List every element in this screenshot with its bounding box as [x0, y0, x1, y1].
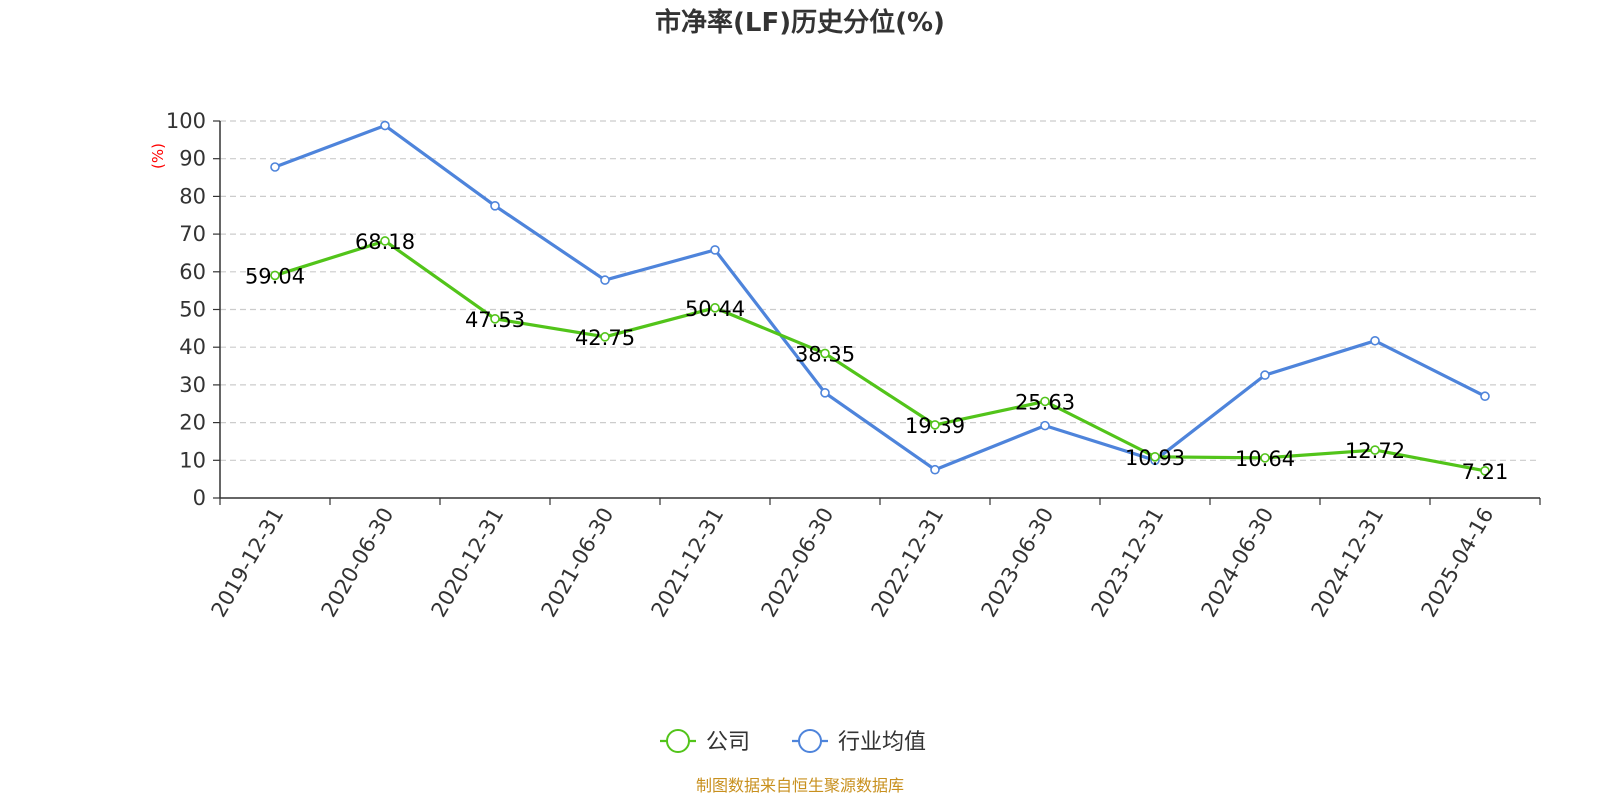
data-point	[1260, 370, 1270, 380]
y-tick-label: 0	[193, 486, 206, 510]
data-point	[600, 275, 610, 285]
y-tick-label: 60	[179, 260, 206, 284]
data-label: 10.64	[1235, 447, 1295, 471]
y-tick-label: 30	[179, 373, 206, 397]
series-lines	[270, 120, 1490, 476]
y-tick-label: 100	[166, 109, 206, 133]
x-tick-label: 2022-06-30	[757, 504, 839, 622]
x-tick-label: 2023-12-31	[1087, 504, 1169, 622]
data-point	[930, 464, 940, 475]
x-tick-label: 2021-06-30	[537, 504, 619, 622]
x-tick-label: 2024-12-31	[1307, 504, 1389, 622]
y-tick-label: 40	[179, 335, 206, 359]
data-point	[710, 303, 720, 313]
data-label: 25.63	[1015, 390, 1075, 414]
data-label: 42.75	[575, 326, 635, 350]
x-tick-label: 2022-12-31	[867, 504, 949, 622]
x-tick-label: 2023-06-30	[977, 504, 1059, 622]
data-point	[930, 420, 940, 430]
legend-marker-0	[666, 729, 690, 753]
data-point	[1260, 453, 1270, 463]
x-tick-label: 2024-06-30	[1197, 504, 1279, 622]
data-label: 38.35	[795, 342, 855, 366]
data-point	[1040, 420, 1050, 431]
y-tick-label: 20	[179, 411, 206, 435]
data-label: 50.44	[685, 297, 745, 321]
data-point	[270, 270, 280, 281]
data-point	[1480, 391, 1490, 402]
series-line	[274, 239, 1486, 473]
grid-lines	[220, 120, 1540, 461]
data-point	[380, 236, 390, 246]
data-point	[1150, 451, 1160, 462]
data-label: 68.18	[355, 230, 415, 254]
legend-label: 公司	[706, 730, 750, 755]
data-point	[1370, 335, 1380, 346]
data-point	[270, 162, 280, 172]
data-point	[380, 120, 390, 131]
x-tick-label: 2020-06-30	[317, 504, 399, 622]
data-label: 59.04	[245, 264, 305, 288]
x-tick-label: 2020-12-31	[427, 504, 509, 622]
data-label: 19.39	[905, 414, 965, 438]
y-axis-ticks: 0 10 20 30 40 50 60 70 80 90 100	[166, 109, 220, 510]
legend[interactable]: 公司 行业均值	[660, 729, 926, 755]
data-point	[600, 332, 610, 342]
y-tick-label: 50	[179, 298, 206, 322]
y-axis-unit: (%)	[149, 143, 167, 169]
y-tick-label: 80	[179, 184, 206, 208]
data-point	[1480, 466, 1490, 476]
x-axis-ticks: 2019-12-31 2020-06-30 2020-12-31 2021-06-30…	[207, 498, 1541, 622]
chart-title: 市净率(LF)历史分位(%)	[655, 7, 945, 38]
data-point	[710, 245, 720, 255]
data-point	[1040, 396, 1050, 407]
data-label: 47.53	[465, 308, 525, 332]
series-line	[274, 123, 1486, 472]
data-point	[820, 388, 830, 398]
data-point	[1370, 445, 1380, 455]
data-label: 12.72	[1345, 439, 1405, 463]
data-label: 10.93	[1125, 446, 1185, 470]
data-label: 7.21	[1462, 460, 1509, 484]
data-point	[490, 201, 500, 211]
x-tick-label: 2019-12-31	[207, 504, 289, 622]
y-tick-label: 90	[179, 147, 206, 171]
x-tick-label: 2025-04-16	[1417, 504, 1499, 622]
y-tick-label: 70	[179, 222, 206, 246]
y-tick-label: 10	[179, 448, 206, 472]
data-source-note: 制图数据来自恒生聚源数据库	[696, 776, 904, 795]
data-labels: 59.04 68.18 47.53 42.75 50.44 38.35 19.39 25.63…	[245, 230, 1508, 484]
legend-marker-1	[798, 729, 822, 753]
x-tick-label: 2021-12-31	[647, 504, 729, 622]
legend-label: 行业均值	[838, 730, 926, 755]
data-point	[820, 348, 830, 359]
data-point	[490, 314, 500, 324]
